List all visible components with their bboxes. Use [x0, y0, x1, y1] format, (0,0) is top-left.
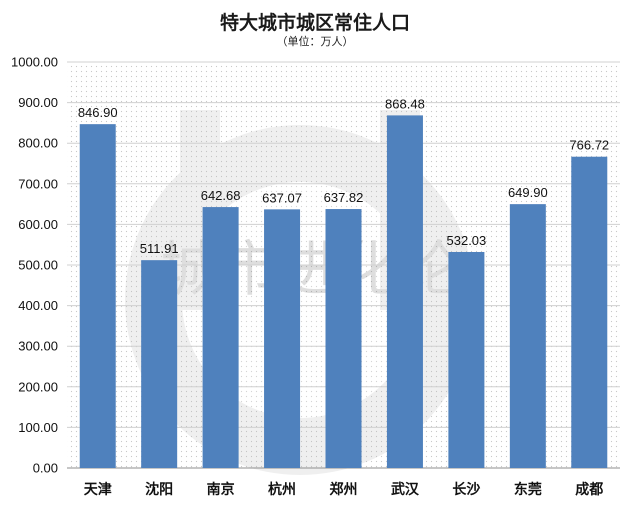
y-tick-label: 800.00 [18, 136, 58, 151]
y-tick-label: 600.00 [18, 217, 58, 232]
bar [141, 260, 178, 468]
y-tick-label: 500.00 [18, 258, 58, 273]
data-label: 642.68 [201, 188, 241, 203]
bar [509, 204, 546, 468]
data-label: 532.03 [447, 233, 487, 248]
x-tick-label: 成都 [575, 481, 603, 498]
data-label: 511.91 [140, 241, 179, 256]
bar [264, 209, 301, 468]
chart-subtitle: （单位：万人） [276, 35, 354, 48]
y-tick-label: 300.00 [18, 339, 58, 354]
x-tick-label: 沈阳 [145, 481, 173, 498]
x-tick-label: 南京 [207, 481, 235, 498]
x-tick-label: 东莞 [514, 481, 542, 498]
data-label: 766.72 [569, 138, 609, 153]
y-tick-label: 1000.00 [11, 55, 58, 70]
chart-title: 特大城市城区常住人口 [219, 12, 410, 34]
bar [571, 156, 608, 469]
data-label: 637.07 [262, 190, 302, 205]
y-tick-label: 400.00 [18, 298, 58, 313]
data-label: 637.82 [324, 190, 364, 205]
data-label: 868.48 [385, 96, 425, 111]
y-tick-label: 0.00 [33, 461, 58, 476]
x-tick-label: 天津 [84, 481, 112, 498]
x-tick-label: 郑州 [330, 481, 358, 498]
y-tick-label: 100.00 [18, 420, 58, 435]
bar [325, 209, 362, 468]
y-tick-label: 200.00 [18, 379, 58, 394]
data-label: 846.90 [78, 105, 118, 120]
bar [386, 115, 423, 468]
y-tick-label: 700.00 [18, 176, 58, 191]
x-tick-label: 杭州 [268, 481, 296, 498]
bar [202, 207, 239, 469]
data-label: 649.90 [508, 185, 548, 200]
bar [448, 251, 485, 468]
x-tick-label: 长沙 [452, 481, 480, 498]
bar [79, 124, 116, 468]
y-tick-label: 900.00 [18, 95, 58, 110]
x-tick-label: 武汉 [391, 481, 420, 498]
